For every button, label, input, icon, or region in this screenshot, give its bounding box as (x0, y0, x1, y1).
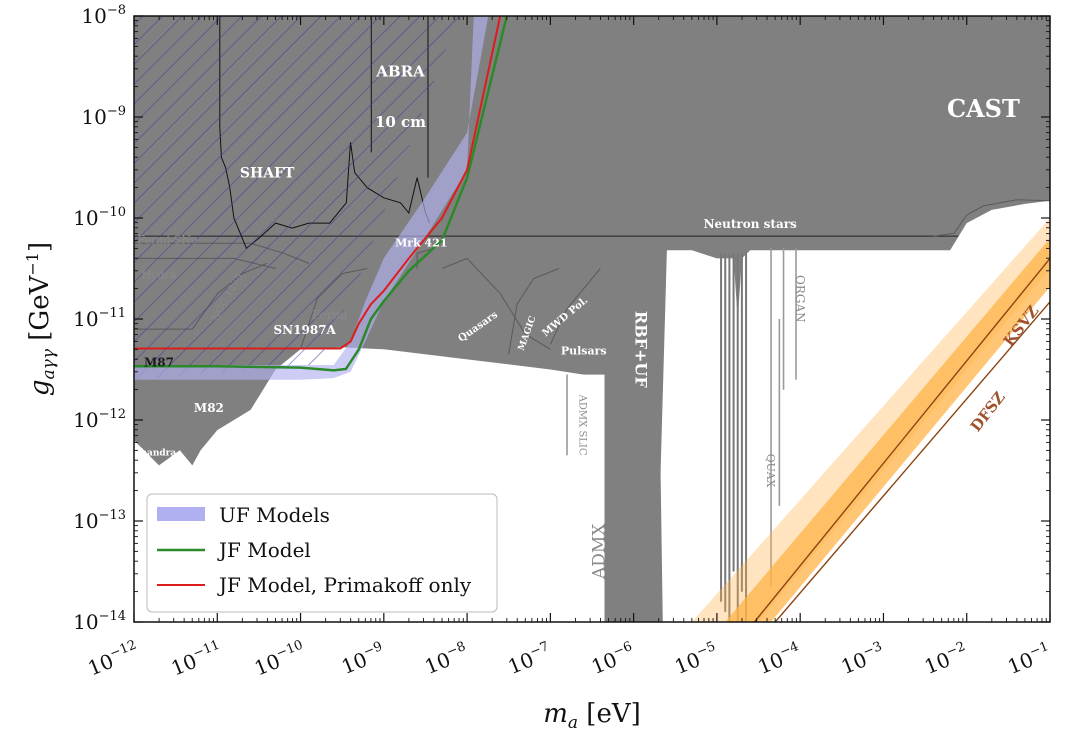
outline-cast-edge (933, 199, 1050, 237)
y-tick-label: 10−12 (73, 407, 126, 432)
y-tick-label: 10−11 (73, 306, 126, 331)
x-tick-label: 10−11 (167, 638, 225, 681)
y-tick-label: 10−14 (73, 609, 126, 634)
qcd-axion-band (691, 218, 1050, 622)
label-mrk: Mrk 421 (395, 236, 447, 249)
label-quax: QUAX (764, 454, 777, 488)
x-tick-label: 10−7 (504, 639, 555, 679)
x-tick-label: 10−2 (921, 639, 972, 679)
hatch-fill (134, 16, 459, 380)
qcd-band-outer (691, 218, 1050, 622)
dfsz-line (774, 301, 1050, 622)
label-chandra: Chandra (133, 448, 176, 458)
legend-label-jf-model: JF Model (217, 538, 311, 562)
x-tick-label: 10−3 (837, 639, 888, 679)
series-jf-primakoff (134, 16, 502, 350)
label-m87: M87 (144, 356, 174, 370)
label-neutron-stars: Neutron stars (704, 217, 797, 231)
label-abra: ABRA (375, 63, 425, 81)
y-tick-label: 10−9 (81, 104, 126, 129)
label-admx: ADMX (590, 523, 610, 580)
outline-quasars (441, 257, 551, 350)
label-cast: CAST (947, 94, 1020, 123)
haloscope-spikes (720, 253, 748, 622)
label-hydra: Hydra (142, 269, 177, 282)
x-tick-label: 10−9 (338, 639, 389, 679)
y-tick-label: 10−8 (81, 3, 126, 28)
label-admx-slic: ADMX SLIC (577, 394, 588, 456)
label-fermi-sne: Fermi-SNe (137, 233, 197, 246)
label-organ: ORGAN (793, 275, 807, 323)
legend-label-jf-primakoff: JF Model, Primakoff only (217, 573, 472, 597)
label-rbf-uf: RBF+UF (631, 311, 650, 389)
x-tick-label: 10−1 (1004, 639, 1055, 679)
x-axis-label: ma [eV] (543, 699, 641, 732)
y-tick-label: 10−13 (73, 508, 126, 533)
y-axis-label: gaγγ [GeV−1] (23, 242, 59, 396)
y-tick-label: 10−10 (73, 205, 126, 230)
model-curves (134, 16, 509, 380)
label-shaft: SHAFT (240, 166, 295, 182)
legend-box (146, 493, 498, 613)
ksvz-line (753, 257, 1050, 622)
label-fermi: Fermi (312, 308, 348, 322)
qcd-band-inner (725, 238, 1050, 622)
x-tick-label: 10−8 (421, 639, 472, 679)
x-tick-label: 10−4 (754, 639, 805, 679)
hatched-region (134, 16, 459, 380)
legend-swatch-uf-models (157, 507, 205, 521)
label-sn1987a: SN1987A (274, 323, 337, 337)
legend: UF Models JF Model JF Model, Primakoff o… (146, 493, 498, 613)
x-tick-label: 10−10 (251, 638, 309, 681)
outline-magic (508, 268, 559, 355)
y-axis-ticks: 10−14 10−13 10−12 10−11 10−10 10−9 10−8 (73, 3, 1050, 634)
outline-mwd (549, 268, 601, 345)
label-pulsars: Pulsars (561, 344, 607, 357)
series-jf-model (134, 16, 509, 372)
label-m82: M82 (194, 401, 224, 415)
x-tick-label: 10−6 (587, 639, 638, 679)
x-tick-label: 10−12 (84, 638, 142, 681)
label-abra-10cm: 10 cm (375, 113, 426, 131)
exclusion-admx (604, 374, 659, 622)
x-tick-label: 10−5 (671, 639, 722, 679)
legend-label-uf-models: UF Models (219, 503, 330, 527)
